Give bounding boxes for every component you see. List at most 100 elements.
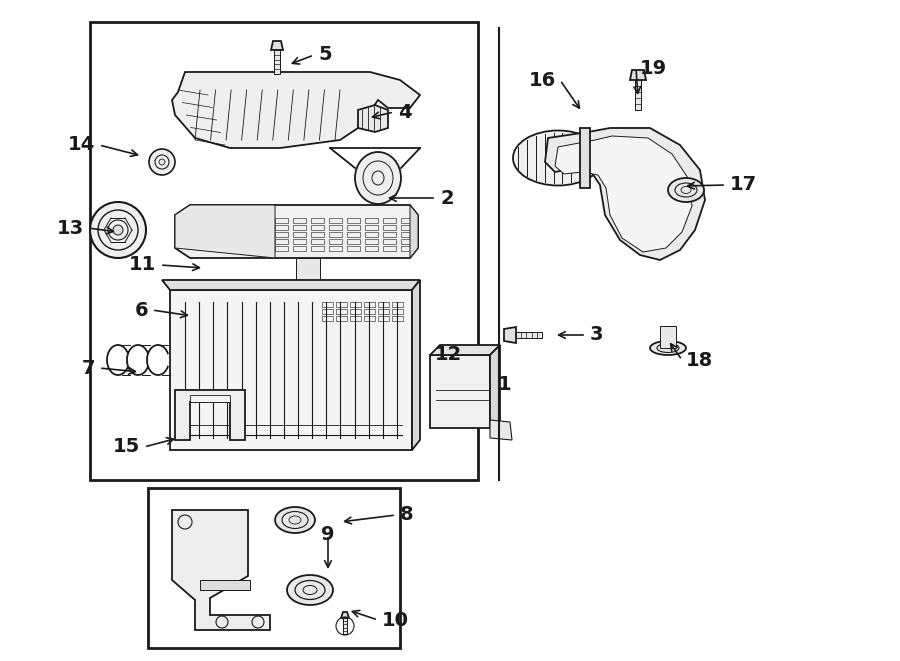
Bar	[383, 218, 396, 223]
Bar	[347, 225, 360, 230]
Bar	[311, 239, 324, 244]
Bar	[275, 218, 288, 223]
Text: 16: 16	[529, 71, 556, 89]
Bar	[293, 246, 306, 251]
Text: 19: 19	[640, 59, 667, 77]
Bar	[365, 239, 378, 244]
Bar	[200, 580, 250, 590]
Circle shape	[90, 202, 146, 258]
Bar	[336, 302, 347, 307]
Polygon shape	[412, 280, 420, 450]
Bar	[343, 618, 347, 634]
Text: 5: 5	[318, 46, 331, 65]
Bar	[322, 309, 333, 314]
Bar	[322, 302, 333, 307]
Bar	[383, 239, 396, 244]
Polygon shape	[172, 510, 270, 630]
Polygon shape	[545, 128, 705, 260]
Polygon shape	[175, 205, 418, 258]
Bar	[401, 218, 414, 223]
Polygon shape	[555, 136, 692, 252]
Bar	[322, 316, 333, 321]
Text: 13: 13	[57, 219, 84, 237]
Bar	[311, 232, 324, 237]
Polygon shape	[490, 345, 500, 428]
Polygon shape	[271, 41, 283, 50]
Text: 17: 17	[730, 176, 757, 194]
Bar	[336, 309, 347, 314]
Text: 2: 2	[440, 188, 454, 208]
Bar	[516, 332, 542, 338]
Text: 11: 11	[129, 256, 156, 274]
Bar	[347, 239, 360, 244]
Bar	[378, 302, 389, 307]
Polygon shape	[170, 290, 412, 450]
Bar	[365, 246, 378, 251]
Ellipse shape	[650, 341, 686, 355]
Bar	[275, 225, 288, 230]
Bar	[350, 316, 361, 321]
Bar	[293, 239, 306, 244]
Bar	[347, 218, 360, 223]
Polygon shape	[430, 345, 500, 355]
Bar	[383, 232, 396, 237]
Bar	[364, 316, 375, 321]
Bar	[378, 309, 389, 314]
Circle shape	[113, 225, 123, 235]
Bar	[311, 246, 324, 251]
Bar	[274, 50, 280, 74]
Bar	[401, 246, 414, 251]
Circle shape	[149, 149, 175, 175]
Ellipse shape	[287, 575, 333, 605]
Bar	[383, 225, 396, 230]
Polygon shape	[630, 70, 646, 80]
Bar	[293, 218, 306, 223]
Bar	[347, 246, 360, 251]
Bar	[347, 232, 360, 237]
Bar	[364, 302, 375, 307]
Polygon shape	[175, 390, 245, 440]
Bar	[392, 309, 403, 314]
Bar	[329, 225, 342, 230]
Bar	[350, 309, 361, 314]
Ellipse shape	[275, 507, 315, 533]
Text: 6: 6	[134, 301, 148, 319]
Bar	[635, 80, 641, 110]
Bar	[293, 232, 306, 237]
Text: 3: 3	[590, 325, 604, 344]
Bar	[580, 128, 590, 188]
Text: 14: 14	[68, 136, 95, 155]
Bar	[364, 309, 375, 314]
Polygon shape	[410, 205, 418, 258]
Bar	[365, 218, 378, 223]
Text: 15: 15	[112, 438, 140, 457]
Text: 18: 18	[686, 350, 713, 369]
Bar	[329, 232, 342, 237]
Bar	[378, 316, 389, 321]
Bar	[311, 225, 324, 230]
Polygon shape	[162, 280, 420, 290]
Ellipse shape	[668, 178, 704, 202]
Bar	[275, 246, 288, 251]
Bar	[350, 302, 361, 307]
Bar	[336, 316, 347, 321]
Bar	[329, 246, 342, 251]
Bar	[365, 225, 378, 230]
Bar	[293, 225, 306, 230]
Polygon shape	[430, 355, 490, 428]
Bar	[401, 239, 414, 244]
Text: 7: 7	[82, 358, 95, 377]
Bar	[296, 258, 320, 286]
Bar	[401, 225, 414, 230]
Ellipse shape	[513, 130, 603, 186]
Text: 4: 4	[398, 102, 411, 122]
Bar	[392, 316, 403, 321]
Bar	[660, 326, 676, 348]
Bar	[90, 22, 478, 480]
Text: 12: 12	[435, 346, 463, 364]
Polygon shape	[358, 105, 388, 132]
Polygon shape	[175, 205, 275, 258]
Polygon shape	[504, 327, 516, 343]
Bar	[329, 218, 342, 223]
Polygon shape	[341, 612, 349, 618]
